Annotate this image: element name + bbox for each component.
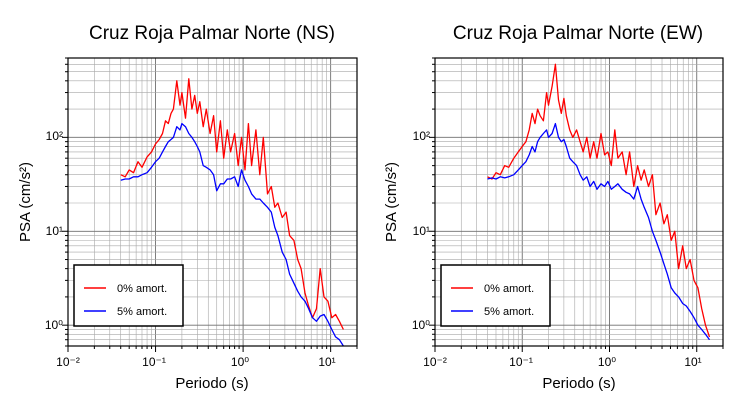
x-tick-label: 10¹ — [318, 355, 335, 369]
grid — [67, 57, 358, 347]
series-group — [120, 78, 344, 347]
y-tick-label: 10¹ — [413, 224, 430, 238]
series-line-0pct — [120, 78, 344, 330]
legend-label: 0% amort. — [484, 283, 534, 295]
y-tick-label: 10⁰ — [45, 318, 63, 332]
x-tick-label: 10¹ — [684, 355, 701, 369]
plot-frame — [67, 57, 358, 347]
x-axis-label: Periodo (s) — [175, 375, 248, 392]
y-tick-label: 10¹ — [46, 224, 63, 238]
x-tick-label: 10⁻¹ — [509, 355, 533, 369]
legend-box — [73, 264, 184, 327]
legend-label: 5% amort. — [117, 306, 167, 318]
axis-ticks — [62, 57, 358, 352]
chart-title: Cruz Roja Palmar Norte (EW) — [453, 23, 703, 44]
legend-box — [440, 264, 551, 327]
x-tick-label: 10⁻² — [423, 355, 447, 369]
y-tick-label: 10² — [413, 129, 430, 143]
chart-panel-ew: Cruz Roja Palmar Norte (EW) 10⁻² 10⁻¹ 10… — [383, 23, 724, 392]
axis-ticks — [429, 57, 724, 352]
series-line-5pct — [487, 122, 711, 341]
x-tick-label: 10⁻¹ — [142, 355, 166, 369]
chart-title: Cruz Roja Palmar Norte (NS) — [89, 23, 335, 44]
x-axis-label: Periodo (s) — [542, 375, 615, 392]
y-axis-label: PSA (cm/s²) — [383, 162, 400, 242]
legend-label: 5% amort. — [484, 306, 534, 318]
plot-frame — [434, 57, 724, 347]
y-tick-label: 10² — [46, 129, 63, 143]
series-line-0pct — [487, 63, 711, 338]
y-tick-label: 10⁰ — [412, 318, 430, 332]
legend-label: 0% amort. — [117, 283, 167, 295]
series-line-5pct — [120, 122, 344, 347]
grid — [434, 57, 724, 347]
x-tick-label: 10⁰ — [231, 355, 249, 369]
series-group — [487, 63, 711, 341]
chart-panel-ns: Cruz Roja Palmar Norte (NS) 10⁻² 10⁻¹ 10… — [17, 23, 358, 392]
x-tick-label: 10⁻² — [56, 355, 80, 369]
legend: 0% amort. 5% amort. — [440, 264, 551, 327]
x-tick-label: 10⁰ — [598, 355, 616, 369]
legend: 0% amort. 5% amort. — [73, 264, 184, 327]
y-axis-label: PSA (cm/s²) — [17, 162, 34, 242]
